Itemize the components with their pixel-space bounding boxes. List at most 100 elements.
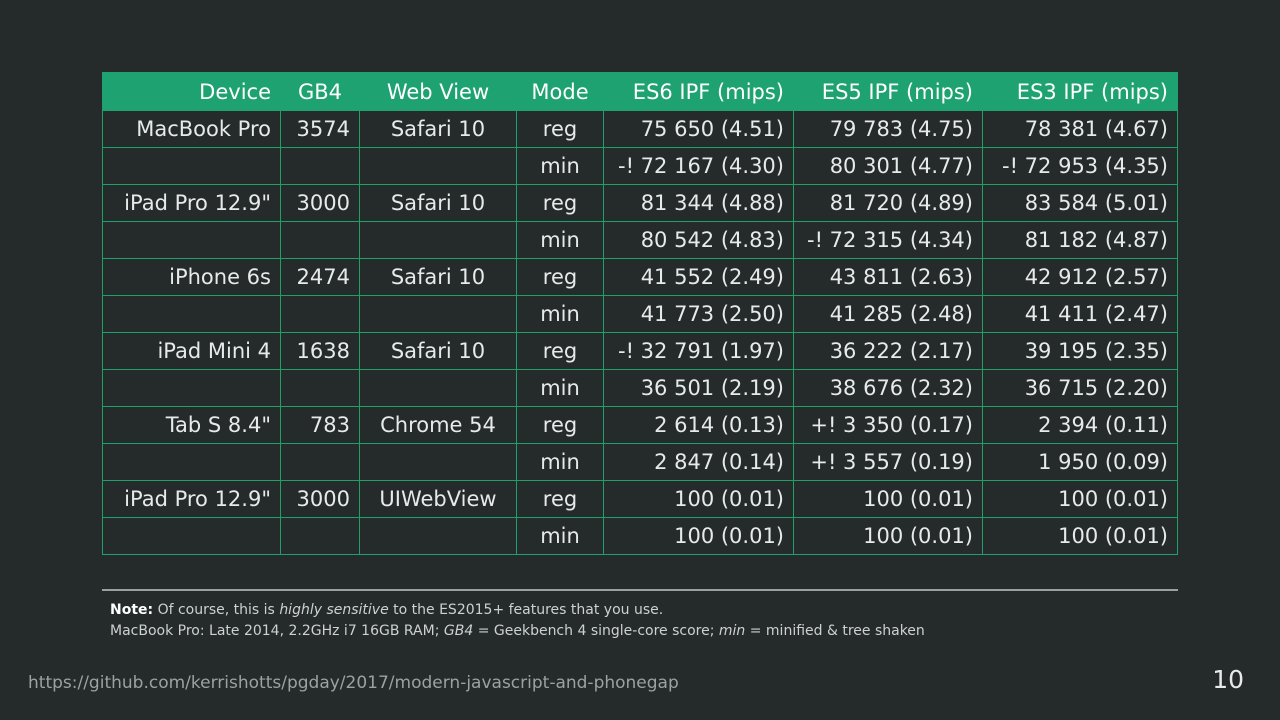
cell-mode: reg xyxy=(516,406,604,444)
cell-device xyxy=(102,221,281,259)
cell-es6: 81 344 (4.88) xyxy=(603,184,794,222)
cell-web-view: UIWebView xyxy=(359,480,517,518)
table-row: min 2 847 (0.14) +! 3 557 (0.19) 1 950 (0.0… xyxy=(102,443,1178,481)
header-device: Device xyxy=(102,72,281,111)
cell-gb4: 3574 xyxy=(280,110,360,148)
cell-mode: reg xyxy=(516,184,604,222)
cell-es3: 36 715 (2.20) xyxy=(982,369,1178,407)
cell-es6: -! 72 167 (4.30) xyxy=(603,147,794,185)
cell-device: iPad Pro 12.9" xyxy=(102,480,281,518)
cell-web-view: Safari 10 xyxy=(359,258,517,296)
cell-web-view xyxy=(359,517,517,555)
cell-mode: min xyxy=(516,369,604,407)
cell-es3: 39 195 (2.35) xyxy=(982,332,1178,370)
cell-es6: 41 773 (2.50) xyxy=(603,295,794,333)
header-gb4: GB4 xyxy=(280,72,360,111)
cell-web-view: Safari 10 xyxy=(359,332,517,370)
cell-es5: 80 301 (4.77) xyxy=(793,147,983,185)
cell-es3: 78 381 (4.67) xyxy=(982,110,1178,148)
cell-web-view xyxy=(359,295,517,333)
cell-device xyxy=(102,517,281,555)
cell-mode: min xyxy=(516,295,604,333)
cell-es3: 100 (0.01) xyxy=(982,480,1178,518)
cell-es6: -! 32 791 (1.97) xyxy=(603,332,794,370)
cell-es5: 36 222 (2.17) xyxy=(793,332,983,370)
note-label: Note: xyxy=(110,602,154,618)
table-row: Tab S 8.4" 783 Chrome 54 reg 2 614 (0.13) +! … xyxy=(102,406,1178,444)
cell-mode: reg xyxy=(516,480,604,518)
source-url: https://github.com/kerrishotts/pgday/201… xyxy=(28,673,679,693)
cell-device xyxy=(102,147,281,185)
note-line-2: MacBook Pro: Late 2014, 2.2GHz i7 16GB R… xyxy=(110,621,925,642)
cell-es6: 2 847 (0.14) xyxy=(603,443,794,481)
table-row: iPhone 6s 2474 Safari 10 reg 41 552 (2.49) 43… xyxy=(102,258,1178,296)
cell-device: Tab S 8.4" xyxy=(102,406,281,444)
cell-es6: 80 542 (4.83) xyxy=(603,221,794,259)
table-row: MacBook Pro 3574 Safari 10 reg 75 650 (4.51)… xyxy=(102,110,1178,148)
cell-es3: 42 912 (2.57) xyxy=(982,258,1178,296)
cell-mode: reg xyxy=(516,332,604,370)
cell-gb4 xyxy=(280,295,360,333)
cell-es5: +! 3 350 (0.17) xyxy=(793,406,983,444)
cell-device: MacBook Pro xyxy=(102,110,281,148)
cell-mode: min xyxy=(516,517,604,555)
table-row: min 100 (0.01) 100 (0.01) 100 (0.01) xyxy=(102,517,1178,555)
cell-device: iPad Pro 12.9" xyxy=(102,184,281,222)
cell-es5: 43 811 (2.63) xyxy=(793,258,983,296)
note-emphasis: highly sensitive xyxy=(279,602,389,618)
cell-web-view: Safari 10 xyxy=(359,110,517,148)
cell-gb4 xyxy=(280,443,360,481)
cell-es6: 2 614 (0.13) xyxy=(603,406,794,444)
cell-es5: 81 720 (4.89) xyxy=(793,184,983,222)
cell-gb4 xyxy=(280,221,360,259)
cell-es6: 100 (0.01) xyxy=(603,517,794,555)
table-row: min 80 542 (4.83) -! 72 315 (4.34) 81 182 (… xyxy=(102,221,1178,259)
cell-es6: 36 501 (2.19) xyxy=(603,369,794,407)
note-emphasis: GB4 xyxy=(443,623,474,639)
cell-device: iPhone 6s xyxy=(102,258,281,296)
cell-web-view: Chrome 54 xyxy=(359,406,517,444)
benchmark-table: Device GB4 Web View Mode ES6 IPF (mips) … xyxy=(102,72,1178,555)
cell-es5: -! 72 315 (4.34) xyxy=(793,221,983,259)
cell-gb4: 783 xyxy=(280,406,360,444)
header-web-view: Web View xyxy=(359,72,517,111)
cell-device: iPad Mini 4 xyxy=(102,332,281,370)
cell-web-view xyxy=(359,147,517,185)
cell-es3: 83 584 (5.01) xyxy=(982,184,1178,222)
cell-mode: min xyxy=(516,443,604,481)
cell-es5: 41 285 (2.48) xyxy=(793,295,983,333)
cell-es6: 41 552 (2.49) xyxy=(603,258,794,296)
cell-gb4 xyxy=(280,517,360,555)
cell-mode: reg xyxy=(516,258,604,296)
cell-device xyxy=(102,295,281,333)
cell-es3: -! 72 953 (4.35) xyxy=(982,147,1178,185)
cell-es6: 75 650 (4.51) xyxy=(603,110,794,148)
cell-gb4: 1638 xyxy=(280,332,360,370)
table-row: min 36 501 (2.19) 38 676 (2.32) 36 715 (2.2… xyxy=(102,369,1178,407)
note-text: MacBook Pro: Late 2014, 2.2GHz i7 16GB R… xyxy=(110,623,444,639)
cell-es5: 79 783 (4.75) xyxy=(793,110,983,148)
note-line-1: Note: Of course, this is highly sensitiv… xyxy=(110,600,925,621)
cell-device xyxy=(102,443,281,481)
cell-gb4 xyxy=(280,369,360,407)
table-row: min 41 773 (2.50) 41 285 (2.48) 41 411 (2.4… xyxy=(102,295,1178,333)
table-row: min -! 72 167 (4.30) 80 301 (4.77) -! 72 95… xyxy=(102,147,1178,185)
cell-es5: 38 676 (2.32) xyxy=(793,369,983,407)
cell-es6: 100 (0.01) xyxy=(603,480,794,518)
cell-es3: 1 950 (0.09) xyxy=(982,443,1178,481)
cell-es3: 100 (0.01) xyxy=(982,517,1178,555)
note-text: Of course, this is xyxy=(153,602,280,618)
note-text: = minified & tree shaken xyxy=(745,623,925,639)
table-row: iPad Mini 4 1638 Safari 10 reg -! 32 791 (1.… xyxy=(102,332,1178,370)
table-row: iPad Pro 12.9" 3000 Safari 10 reg 81 344 (4.… xyxy=(102,184,1178,222)
cell-web-view xyxy=(359,221,517,259)
cell-web-view xyxy=(359,443,517,481)
notes: Note: Of course, this is highly sensitiv… xyxy=(110,600,925,642)
cell-mode: min xyxy=(516,147,604,185)
cell-device xyxy=(102,369,281,407)
cell-es3: 2 394 (0.11) xyxy=(982,406,1178,444)
cell-es3: 41 411 (2.47) xyxy=(982,295,1178,333)
cell-web-view xyxy=(359,369,517,407)
page-number: 10 xyxy=(1212,665,1244,694)
